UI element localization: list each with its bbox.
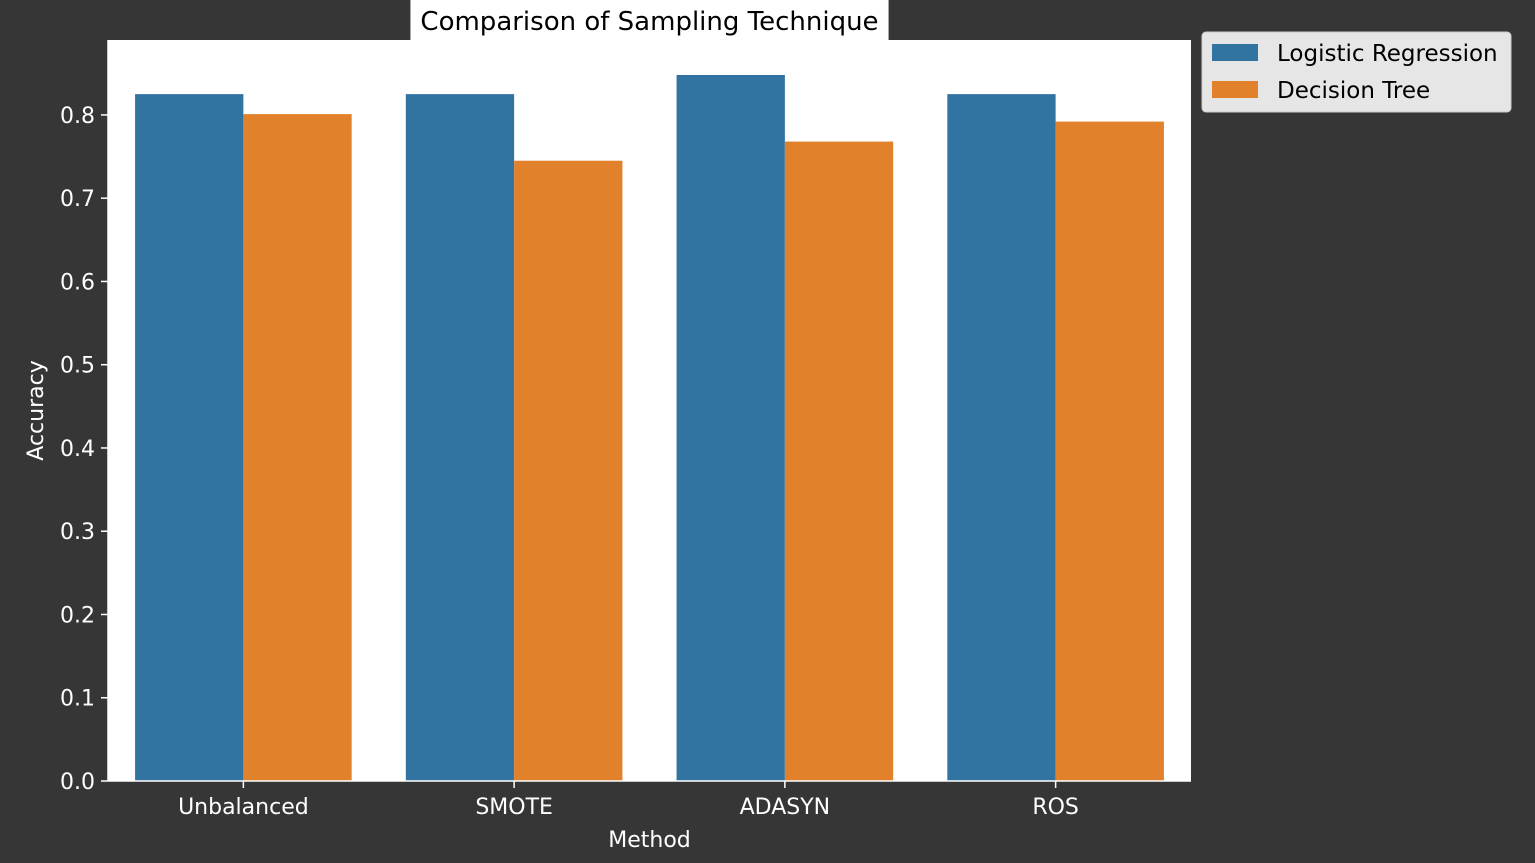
y-tick-label: 0.8 bbox=[60, 104, 95, 129]
legend-swatch bbox=[1212, 44, 1258, 61]
chart-title-background bbox=[410, 0, 889, 40]
bar-logistic-regression-ros bbox=[947, 94, 1056, 781]
bar-decision-tree-unbalanced bbox=[243, 114, 352, 782]
bar-decision-tree-adasyn bbox=[784, 141, 894, 781]
y-tick-label: 0.7 bbox=[60, 187, 95, 212]
y-tick-label: 0.3 bbox=[60, 520, 95, 545]
bars-group bbox=[135, 74, 1164, 782]
y-axis-label: Accuracy bbox=[24, 360, 49, 460]
legend-swatch bbox=[1212, 81, 1258, 98]
bar-decision-tree-ros bbox=[1055, 121, 1164, 781]
legend-label: Logistic Regression bbox=[1277, 41, 1498, 67]
y-tick-label: 0.5 bbox=[60, 354, 95, 379]
x-axis-label: Method bbox=[608, 828, 691, 853]
chart-title: Comparison of Sampling Technique bbox=[420, 7, 878, 37]
y-tick-label: 0.0 bbox=[60, 770, 95, 795]
x-tick-label: ADASYN bbox=[740, 795, 831, 820]
y-tick-label: 0.4 bbox=[60, 437, 95, 462]
x-tick-label: ROS bbox=[1032, 795, 1079, 820]
bar-logistic-regression-unbalanced bbox=[135, 94, 244, 781]
chart-title-group: Comparison of Sampling Technique bbox=[410, 0, 889, 40]
legend: Logistic Regression Decision Tree bbox=[1201, 31, 1512, 113]
legend-box bbox=[1201, 31, 1512, 113]
bar-logistic-regression-adasyn bbox=[676, 74, 785, 782]
y-tick-label: 0.6 bbox=[60, 270, 95, 295]
x-tick-label: SMOTE bbox=[475, 795, 553, 820]
bar-logistic-regression-smote bbox=[405, 94, 515, 781]
bar-decision-tree-smote bbox=[514, 160, 623, 781]
y-tick-label: 0.1 bbox=[60, 687, 95, 712]
y-axis: 0.0 0.1 0.2 0.3 0.4 0.5 0.6 0.7 0.8 bbox=[60, 40, 109, 795]
x-tick-label: Unbalanced bbox=[178, 795, 309, 820]
y-tick-label: 0.2 bbox=[60, 603, 95, 628]
legend-label: Decision Tree bbox=[1277, 78, 1430, 104]
x-axis: Unbalanced SMOTE ADASYN ROS bbox=[108, 780, 1191, 820]
